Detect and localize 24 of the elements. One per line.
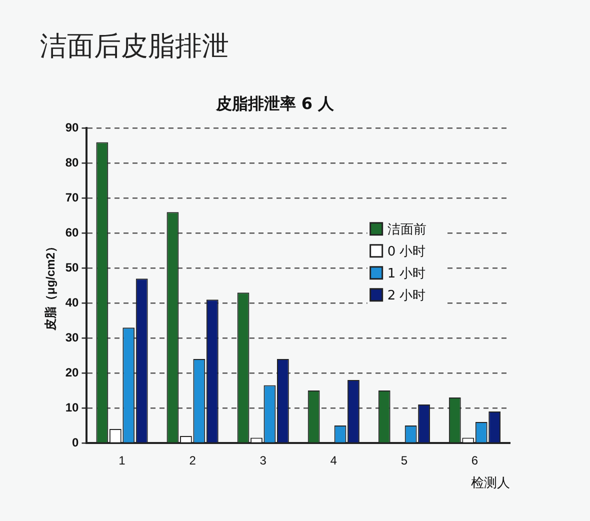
y-tick-label: 60	[65, 225, 80, 240]
y-tick-label: 40	[65, 295, 80, 310]
legend-label: 2 小时	[387, 288, 426, 304]
legend-label: 0 小时	[387, 244, 426, 260]
legend-label: 1 小时	[387, 266, 426, 282]
y-tick-label: 70	[65, 190, 80, 204]
legend-label: 洁面前	[387, 222, 426, 238]
y-tick-label: 80	[65, 155, 80, 170]
x-axis-title: 检测人	[471, 474, 510, 490]
y-tick-label: 90	[65, 120, 80, 135]
chart-subtitle: 皮脂排泄率 6 人	[214, 94, 336, 113]
y-tick-label: 50	[65, 260, 80, 274]
y-tick-label: 0	[72, 435, 80, 450]
x-tick-label: 3	[260, 454, 267, 468]
y-tick-label: 20	[65, 365, 80, 380]
x-tick-label: 2	[189, 454, 196, 468]
y-tick-label: 30	[65, 330, 80, 344]
y-axis-title: 皮脂（μg/cm2）	[44, 240, 58, 332]
x-tick-label: 6	[471, 454, 478, 468]
x-tick-label: 4	[330, 454, 338, 468]
x-tick-label: 5	[400, 454, 408, 468]
chart-title: 洁面后皮脂排泄	[40, 30, 229, 64]
y-tick-label: 10	[65, 400, 80, 414]
x-tick-label: 1	[118, 454, 126, 468]
